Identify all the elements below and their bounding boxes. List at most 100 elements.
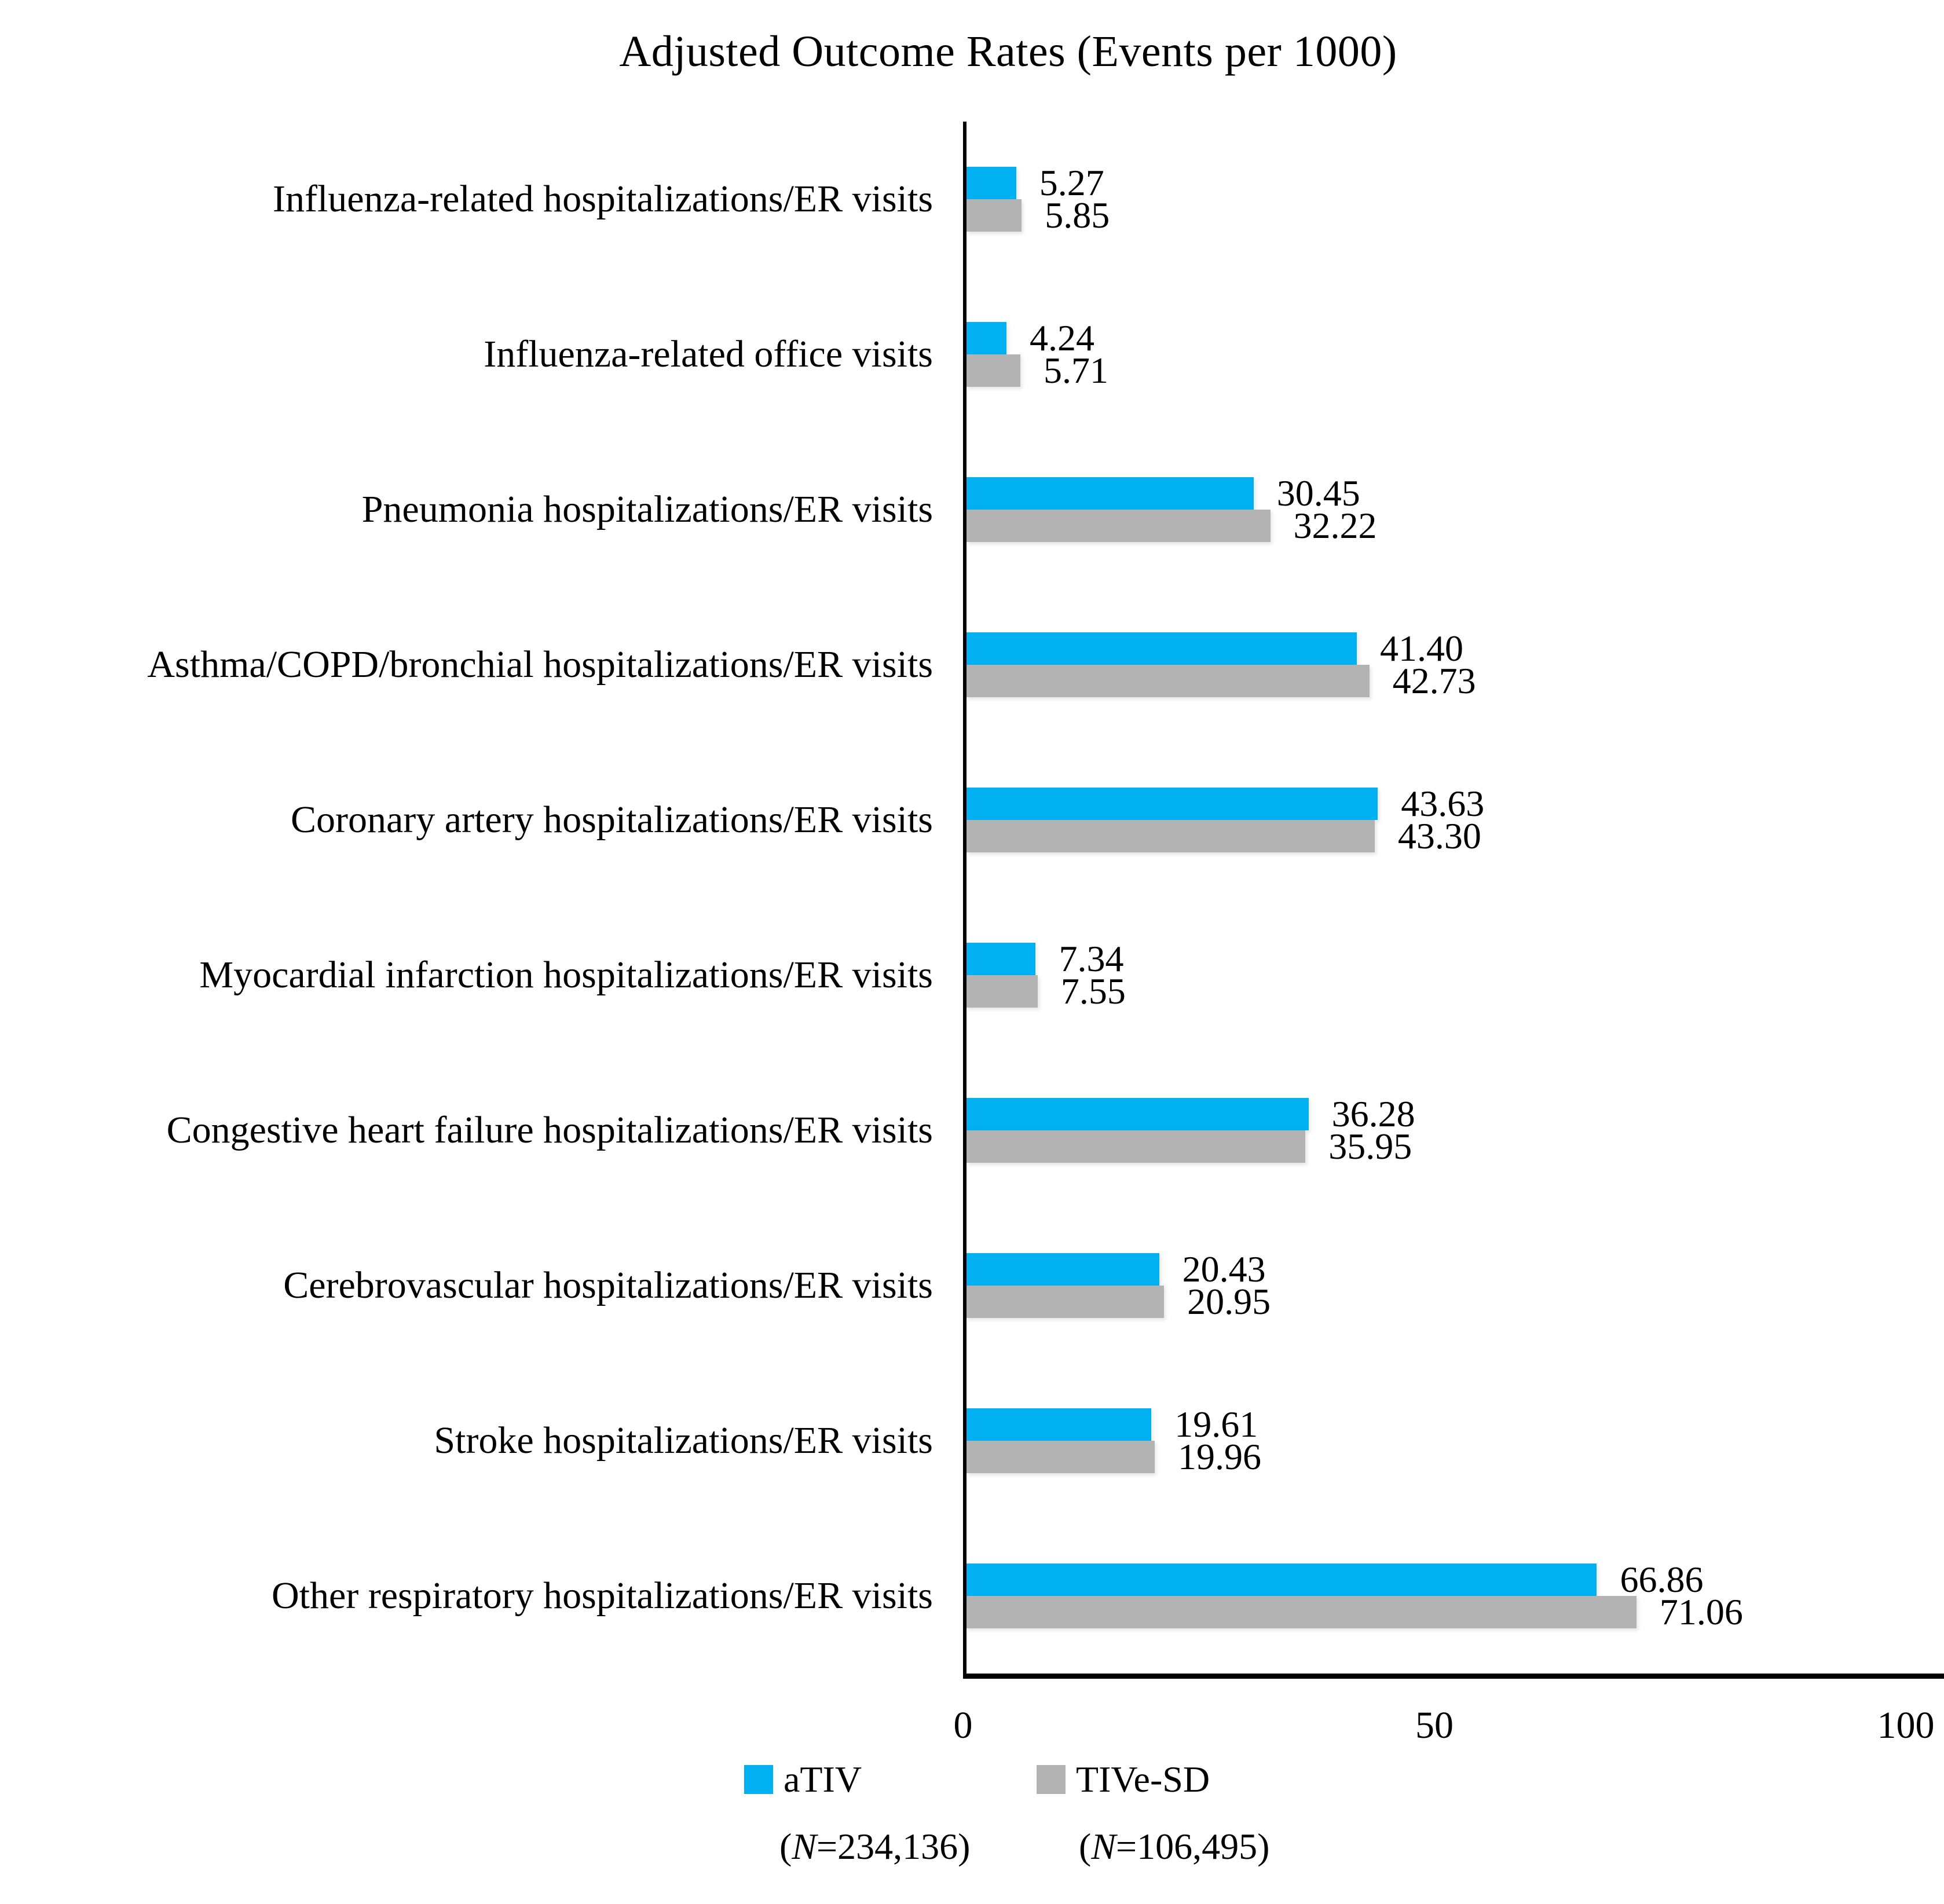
legend-swatch-ativ [744, 1765, 773, 1794]
bar-ativ [966, 632, 1357, 665]
bar-line-tive-sd: 71.06 [966, 1591, 1909, 1632]
bar-tive-sd [966, 1286, 1165, 1318]
value-label: 41.40 [1379, 628, 1463, 669]
category-label: Other respiratory hospitalizations/ER vi… [272, 1575, 933, 1617]
bar-group: 7.34 7.55 [963, 898, 1909, 1053]
bar-ativ [966, 788, 1378, 820]
bar-group: 30.45 32.22 [963, 432, 1909, 587]
category-label: Cerebrovascular hospitalizations/ER visi… [283, 1264, 933, 1307]
category-label: Influenza-related hospitalizations/ER vi… [272, 178, 933, 221]
bar-tive-sd [966, 665, 1370, 697]
bar-line-ativ: 4.24 [966, 317, 1909, 358]
bar-line-ativ: 19.61 [966, 1404, 1909, 1445]
category-row: Stroke hospitalizations/ER visits 19.61 19… [0, 1363, 1944, 1518]
bar-ativ [966, 1098, 1309, 1130]
category-label: Congestive heart failure hospitalization… [166, 1109, 933, 1152]
category-row: Pneumonia hospitalizations/ER visits 30.4… [0, 432, 1944, 587]
category-label: Pneumonia hospitalizations/ER visits [361, 488, 933, 531]
legend-item-tive-sd: TIVe-SD [1037, 1758, 1210, 1801]
bar-ativ [966, 1564, 1597, 1596]
bar-line-ativ: 43.63 [966, 783, 1909, 824]
bar-tive-sd [966, 354, 1020, 387]
bar-tive-sd [966, 975, 1038, 1008]
value-label: 32.22 [1293, 505, 1377, 546]
value-label: 66.86 [1620, 1559, 1704, 1600]
bar-group: 36.28 35.95 [963, 1053, 1909, 1208]
legend-n-tive-sd: (N=106,495) [1079, 1826, 1270, 1867]
category-label: Myocardial infarction hospitalizations/E… [199, 954, 933, 997]
value-label: 71.06 [1659, 1591, 1743, 1632]
bar-ativ [966, 1408, 1152, 1441]
bar-line-tive-sd: 7.55 [966, 971, 1909, 1012]
value-label: 42.73 [1392, 660, 1476, 701]
category-label: Stroke hospitalizations/ER visits [434, 1419, 933, 1462]
value-label: 30.45 [1276, 473, 1360, 514]
legend-item-ativ: aTIV [744, 1758, 862, 1801]
bar-line-tive-sd: 19.96 [966, 1436, 1909, 1477]
category-row: Asthma/COPD/bronchial hospitalizations/E… [0, 587, 1944, 742]
value-label: 35.95 [1328, 1126, 1412, 1167]
bar-line-tive-sd: 42.73 [966, 660, 1909, 701]
bar-line-ativ: 5.27 [966, 162, 1909, 203]
bar-ativ [966, 1253, 1159, 1286]
bar-tive-sd [966, 820, 1375, 852]
bar-line-ativ: 41.40 [966, 628, 1909, 669]
bar-group: 4.24 5.71 [963, 277, 1909, 432]
category-row: Influenza-related office visits 4.24 5.71 [0, 277, 1944, 432]
category-row: Coronary artery hospitalizations/ER visi… [0, 742, 1944, 898]
value-label: 7.34 [1059, 938, 1124, 979]
category-label: Coronary artery hospitalizations/ER visi… [291, 799, 933, 841]
category-label: Asthma/COPD/bronchial hospitalizations/E… [147, 643, 933, 686]
legend-n-ativ: (N=234,136) [779, 1826, 971, 1867]
value-label: 7.55 [1060, 971, 1126, 1012]
bar-group: 5.27 5.85 [963, 122, 1909, 277]
x-axis-line [963, 1674, 1944, 1679]
x-tick-label: 50 [1415, 1704, 1454, 1746]
bar-tive-sd [966, 1441, 1155, 1473]
x-tick-label: 100 [1877, 1704, 1935, 1746]
value-label: 5.85 [1045, 195, 1110, 236]
bar-line-ativ: 20.43 [966, 1248, 1909, 1290]
category-row: Other respiratory hospitalizations/ER vi… [0, 1518, 1944, 1674]
bar-line-tive-sd: 43.30 [966, 815, 1909, 856]
bar-group: 43.63 43.30 [963, 742, 1909, 898]
chart-title: Adjusted Outcome Rates (Events per 1000) [619, 27, 1397, 76]
bar-line-ativ: 36.28 [966, 1093, 1909, 1134]
bar-ativ [966, 167, 1016, 199]
bar-group: 41.40 42.73 [963, 587, 1909, 742]
legend-label-tive-sd: TIVe-SD [1076, 1759, 1210, 1800]
bar-tive-sd [966, 1130, 1306, 1163]
value-label: 19.61 [1174, 1404, 1258, 1445]
bar-tive-sd [966, 1596, 1637, 1628]
value-label: 36.28 [1331, 1093, 1415, 1134]
value-label: 20.95 [1187, 1281, 1271, 1322]
legend-label-ativ: aTIV [784, 1759, 862, 1800]
category-label: Influenza-related office visits [484, 333, 933, 376]
category-row: Influenza-related hospitalizations/ER vi… [0, 122, 1944, 277]
bar-group: 66.86 71.06 [963, 1518, 1909, 1674]
value-label: 20.43 [1182, 1248, 1266, 1290]
bar-line-tive-sd: 20.95 [966, 1281, 1909, 1322]
bar-line-ativ: 30.45 [966, 473, 1909, 514]
value-label: 5.71 [1043, 350, 1108, 391]
category-row: Myocardial infarction hospitalizations/E… [0, 898, 1944, 1053]
bar-line-tive-sd: 32.22 [966, 505, 1909, 546]
bar-ativ [966, 477, 1254, 510]
bar-line-ativ: 7.34 [966, 938, 1909, 979]
bar-line-tive-sd: 5.85 [966, 195, 1909, 236]
bar-ativ [966, 322, 1007, 354]
bar-line-tive-sd: 5.71 [966, 350, 1909, 391]
value-label: 43.63 [1401, 783, 1485, 824]
bar-group: 19.61 19.96 [963, 1363, 1909, 1518]
x-tick-label: 0 [953, 1704, 973, 1746]
category-row: Congestive heart failure hospitalization… [0, 1053, 1944, 1208]
bar-line-ativ: 66.86 [966, 1559, 1909, 1600]
value-label: 5.27 [1039, 162, 1104, 203]
plot-area: Influenza-related hospitalizations/ER vi… [0, 122, 1944, 1674]
bar-line-tive-sd: 35.95 [966, 1126, 1909, 1167]
legend-swatch-tive-sd [1037, 1765, 1066, 1794]
bar-group: 20.43 20.95 [963, 1208, 1909, 1363]
value-label: 19.96 [1177, 1436, 1261, 1477]
value-label: 43.30 [1397, 815, 1481, 856]
